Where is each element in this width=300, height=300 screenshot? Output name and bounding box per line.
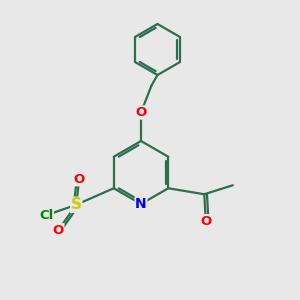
Text: S: S [71, 197, 82, 212]
Text: O: O [74, 173, 85, 186]
Text: O: O [135, 106, 147, 119]
Text: N: N [135, 197, 147, 211]
Text: O: O [200, 215, 212, 228]
Text: Cl: Cl [39, 209, 53, 222]
Text: O: O [52, 224, 64, 237]
